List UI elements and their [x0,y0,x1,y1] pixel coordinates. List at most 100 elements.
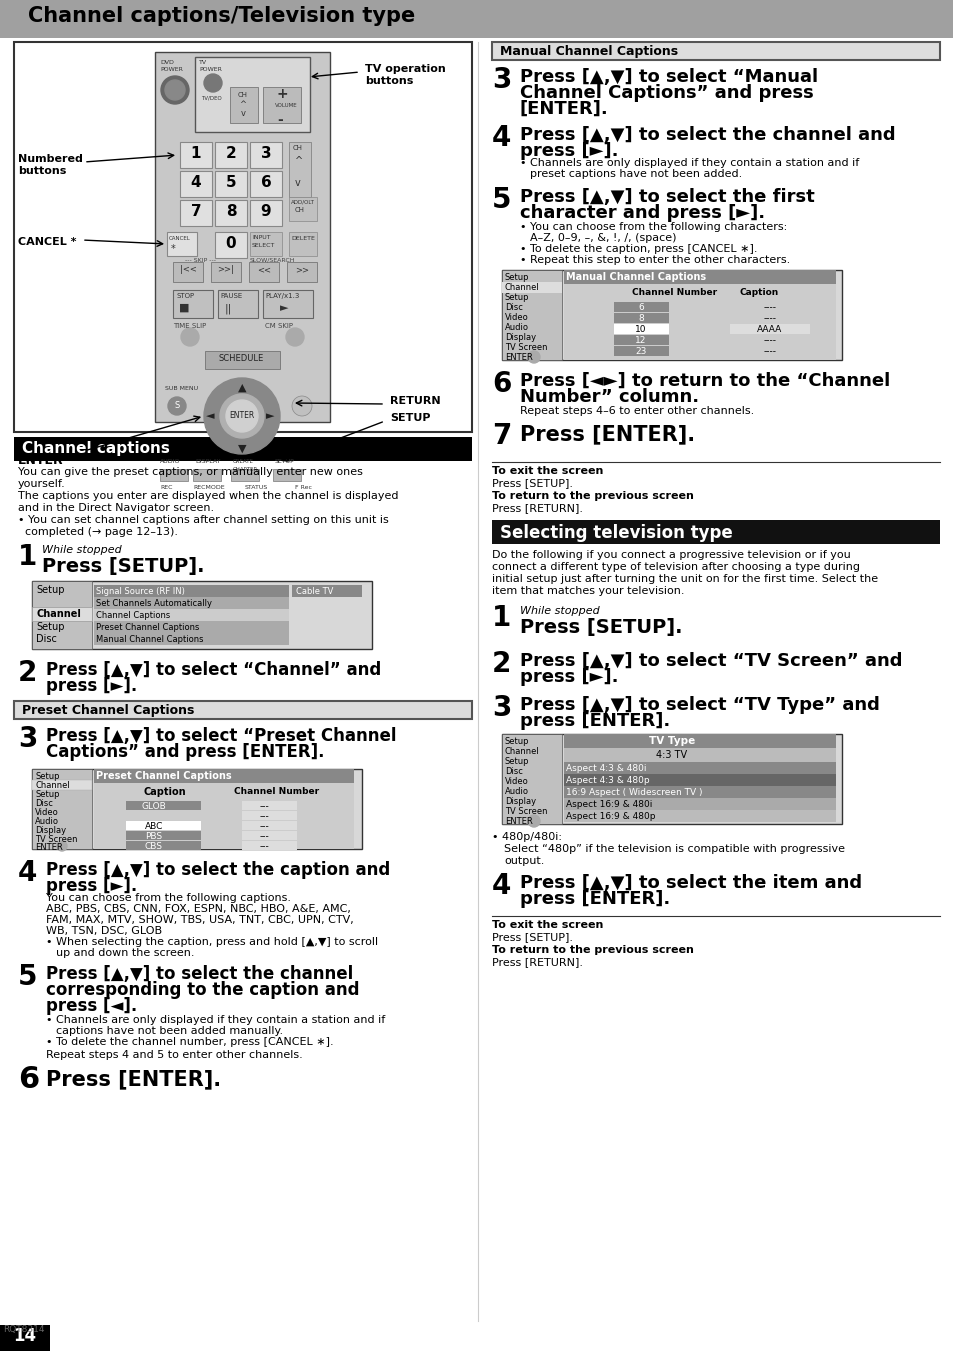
Text: Manual Channel Captions: Manual Channel Captions [96,635,203,644]
Text: preset captions have not been added.: preset captions have not been added. [530,169,741,178]
Text: Do the following if you connect a progressive television or if you: Do the following if you connect a progre… [492,550,850,561]
Bar [214,142,247,168]
Text: While stopped: While stopped [42,544,122,555]
Text: ^: ^ [239,100,246,109]
Bar [492,520,939,544]
Text: STOP: STOP [177,293,195,299]
Text: • Repeat this step to enter the other characters.: • Repeat this step to enter the other ch… [519,255,789,265]
Text: Channel captions: Channel captions [22,440,170,457]
Text: v: v [294,178,300,188]
Bar [94,769,354,848]
Text: CBS: CBS [145,842,163,851]
Text: Channel Captions: Channel Captions [96,611,170,620]
Text: 6: 6 [492,370,511,399]
Bar [194,57,310,132]
Text: CANCEL: CANCEL [169,236,191,240]
Text: 7: 7 [492,422,511,450]
Text: ▲: ▲ [237,382,246,393]
Circle shape [286,328,304,346]
Text: Press [▲,▼] to select the caption and: Press [▲,▼] to select the caption and [46,861,390,880]
Bar [14,436,472,461]
Text: Aspect 4:3 & 480p: Aspect 4:3 & 480p [565,775,649,785]
Bar [94,634,289,644]
Bar [0,0,953,38]
Text: character and press [►].: character and press [►]. [519,204,764,222]
Bar [32,581,372,648]
Text: ENTER: ENTER [35,843,63,852]
Bar [32,607,91,621]
Text: • To delete the channel number, press [CANCEL ∗].: • To delete the channel number, press [C… [46,1038,334,1047]
Bar [563,270,835,284]
Text: 3: 3 [260,146,271,161]
Text: 7: 7 [191,204,201,219]
Text: F Rec: F Rec [294,485,312,490]
Bar [729,303,809,312]
Circle shape [161,76,189,104]
Text: Display: Display [35,825,66,835]
Bar [180,142,212,168]
Text: Press [▲,▼] to select the channel and: Press [▲,▼] to select the channel and [519,126,895,145]
Text: Setup: Setup [36,585,65,594]
Circle shape [204,74,222,92]
Bar [263,290,313,317]
Text: ----: ---- [762,313,776,323]
Text: ---: --- [259,842,269,851]
Bar [230,86,257,123]
Bar [729,324,809,334]
Bar [249,262,278,282]
Circle shape [226,400,257,432]
Text: Channel: Channel [504,747,539,757]
Text: To exit the screen: To exit the screen [492,920,602,929]
Text: Setup: Setup [504,738,529,746]
Text: POWER: POWER [160,68,183,72]
Text: 1: 1 [191,146,201,161]
Text: Number” column.: Number” column. [519,388,699,407]
Text: Video: Video [504,777,528,786]
Text: 5: 5 [226,176,236,190]
Bar [563,762,835,774]
Bar [214,172,247,197]
Text: Audio: Audio [504,323,529,332]
Text: ||: || [225,303,232,313]
Text: 2: 2 [226,146,236,161]
Text: RECMODE: RECMODE [193,485,224,490]
Bar [218,290,257,317]
Text: CH: CH [293,145,303,151]
Text: CHAPTER: CHAPTER [233,467,258,471]
Bar [501,270,841,359]
Text: 8: 8 [226,204,236,219]
Bar [94,609,289,621]
Circle shape [57,842,67,851]
Text: Preset Channel Captions: Preset Channel Captions [22,704,194,717]
Text: Channel Number: Channel Number [233,788,319,796]
Text: Caption: Caption [740,288,779,297]
Text: Aspect 16:9 & 480i: Aspect 16:9 & 480i [565,800,652,809]
Text: Channel Captions” and press: Channel Captions” and press [519,84,813,101]
Text: [ENTER].: [ENTER]. [519,100,608,118]
Text: WB, TSN, DSC, GLOB: WB, TSN, DSC, GLOB [46,925,162,936]
Bar [172,290,213,317]
Text: *: * [171,245,175,254]
Text: A–Z, 0–9, –, &, !, /, (space): A–Z, 0–9, –, &, !, /, (space) [530,232,676,243]
Bar [214,200,247,226]
Text: 2: 2 [18,659,37,688]
Text: ►: ► [266,411,274,422]
Bar [729,313,809,323]
Circle shape [181,328,199,346]
Text: Repeat steps 4–6 to enter other channels.: Repeat steps 4–6 to enter other channels… [519,407,754,416]
Text: Press [▲,▼] to select “Manual: Press [▲,▼] to select “Manual [519,68,818,86]
Text: Signal Source (RF IN): Signal Source (RF IN) [96,586,185,596]
Text: Display: Display [504,797,536,807]
Text: REC: REC [160,485,172,490]
Text: 4: 4 [191,176,201,190]
Text: Manual Channel Captions: Manual Channel Captions [565,272,705,282]
Bar [250,200,282,226]
Bar [563,774,835,786]
Text: ■: ■ [179,303,190,313]
Text: Channel Number: Channel Number [631,288,717,297]
Text: Audio: Audio [35,817,59,825]
Bar [250,172,282,197]
Text: Preset Channel Captions: Preset Channel Captions [96,771,232,781]
Text: 2: 2 [492,650,511,678]
Text: item that matches your television.: item that matches your television. [492,586,684,596]
